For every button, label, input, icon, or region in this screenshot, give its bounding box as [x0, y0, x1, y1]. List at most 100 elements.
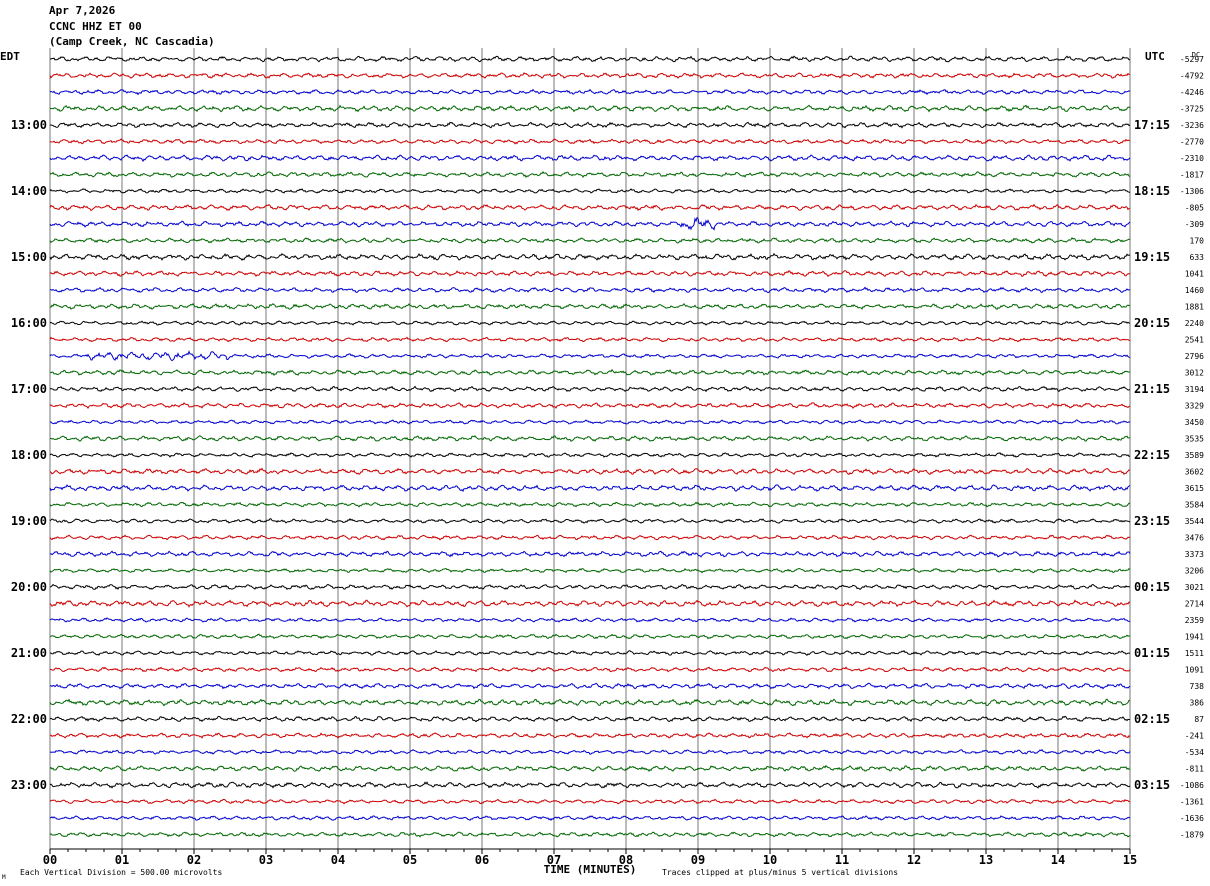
x-tick-label: 04: [331, 853, 345, 867]
dc-offset-label: 1941: [1185, 633, 1204, 642]
trace-31: [49, 567, 1131, 574]
trace-7: [49, 171, 1131, 179]
dc-offset-label: 3584: [1185, 501, 1204, 510]
dc-label: DC: [1192, 51, 1200, 59]
dc-offset-label: -3236: [1180, 121, 1204, 130]
dc-offset-label: 3476: [1185, 534, 1204, 543]
edt-time-label: 17:00: [11, 382, 47, 396]
utc-time-label: 20:15: [1134, 316, 1170, 330]
dc-offset-label: 3615: [1185, 484, 1204, 493]
chart-date: Apr 7,2026: [49, 4, 116, 17]
trace-3: [50, 104, 1131, 113]
trace-26: [49, 484, 1131, 493]
trace-1: [49, 72, 1131, 79]
dc-offset-label: 3206: [1185, 567, 1204, 576]
trace-5: [49, 138, 1131, 145]
edt-time-label: 15:00: [11, 250, 47, 264]
trace-17: [49, 336, 1131, 343]
station-location: (Camp Creek, NC Cascadia): [49, 35, 215, 48]
trace-29: [49, 534, 1131, 541]
trace-2: [49, 88, 1131, 96]
x-tick-label: 06: [475, 853, 489, 867]
x-tick-label: 01: [115, 853, 129, 867]
utc-time-label: 21:15: [1134, 382, 1170, 396]
dc-offset-label: -1361: [1180, 798, 1204, 807]
x-tick-label: 08: [619, 853, 633, 867]
utc-time-label: 02:15: [1134, 712, 1170, 726]
trace-6: [49, 154, 1131, 163]
trace-24: [49, 452, 1131, 458]
dc-offset-label: -5297: [1180, 55, 1204, 64]
dc-offset-label: 3329: [1185, 402, 1204, 411]
trace-15: [49, 302, 1131, 310]
trace-36: [49, 650, 1131, 656]
trace-37: [50, 666, 1131, 673]
trace-8: [49, 188, 1131, 195]
utc-time-label: 17:15: [1134, 118, 1170, 132]
trace-30: [49, 550, 1131, 558]
edt-time-label: 20:00: [11, 580, 47, 594]
seismic-traces: [49, 55, 1131, 838]
trace-45: [49, 798, 1130, 805]
x-tick-label: 05: [403, 853, 417, 867]
x-tick-label: 15: [1123, 853, 1137, 867]
dc-offset-label: 3012: [1185, 369, 1204, 378]
utc-time-label: 23:15: [1134, 514, 1170, 528]
dc-offset-label: 170: [1190, 237, 1205, 246]
dc-offset-label: -1636: [1180, 814, 1204, 823]
utc-time-label: 01:15: [1134, 646, 1170, 660]
dc-offset-label: 3021: [1185, 583, 1204, 592]
edt-time-label: 22:00: [11, 712, 47, 726]
dc-offset-label: 2359: [1185, 616, 1204, 625]
dc-offset-label: -241: [1185, 732, 1204, 741]
x-tick-label: 11: [835, 853, 849, 867]
trace-47: [49, 831, 1131, 838]
trace-33: [49, 599, 1131, 608]
station-name: CCNC HHZ ET 00: [49, 20, 142, 33]
dc-offset-label: 2714: [1185, 600, 1204, 609]
footer-clip-note: Traces clipped at plus/minus 5 vertical …: [662, 868, 898, 877]
x-tick-label: 12: [907, 853, 921, 867]
x-tick-label: 02: [187, 853, 201, 867]
dc-offset-label: 1041: [1185, 270, 1204, 279]
trace-44: [49, 781, 1131, 789]
trace-46: [49, 815, 1131, 821]
dc-offset-label: -1306: [1180, 187, 1204, 196]
axis-labels: -5297 -4792 -4246 -3725 -3236 -2770 -2310 -1817…: [0, 50, 1204, 867]
dc-offset-label: 633: [1190, 253, 1205, 262]
edt-time-label: 16:00: [11, 316, 47, 330]
trace-41: [49, 732, 1131, 739]
trace-0: [50, 55, 1130, 63]
dc-offset-label: -309: [1185, 220, 1204, 229]
minute-gridlines: [49, 48, 1131, 849]
trace-11: [49, 237, 1131, 244]
trace-43: [49, 764, 1131, 773]
trace-9: [49, 203, 1131, 212]
trace-40: [49, 715, 1131, 723]
trace-10: [49, 217, 1131, 231]
edt-time-label: 21:00: [11, 646, 47, 660]
dc-offset-label: 2541: [1185, 336, 1204, 345]
x-tick-label: 07: [547, 853, 561, 867]
dc-offset-label: 2796: [1185, 352, 1204, 361]
dc-offset-label: 1511: [1185, 649, 1204, 658]
x-tick-label: 10: [763, 853, 777, 867]
edt-time-label: 19:00: [11, 514, 47, 528]
utc-axis-label: UTC: [1145, 50, 1165, 63]
utc-time-label: 18:15: [1134, 184, 1170, 198]
x-tick-label: 14: [1051, 853, 1065, 867]
edt-time-label: 18:00: [11, 448, 47, 462]
x-tick-label: 13: [979, 853, 993, 867]
dc-offset-label: 3589: [1185, 451, 1204, 460]
utc-time-label: 03:15: [1134, 778, 1170, 792]
dc-offset-label: -1817: [1180, 171, 1204, 180]
edt-time-label: 14:00: [11, 184, 47, 198]
utc-time-label: 19:15: [1134, 250, 1170, 264]
dc-offset-label: -2770: [1180, 138, 1204, 147]
dc-offset-label: 1881: [1185, 303, 1204, 312]
edt-time-label: 13:00: [11, 118, 47, 132]
dc-offset-label: 3535: [1185, 435, 1204, 444]
trace-16: [49, 320, 1131, 326]
utc-time-label: 22:15: [1134, 448, 1170, 462]
